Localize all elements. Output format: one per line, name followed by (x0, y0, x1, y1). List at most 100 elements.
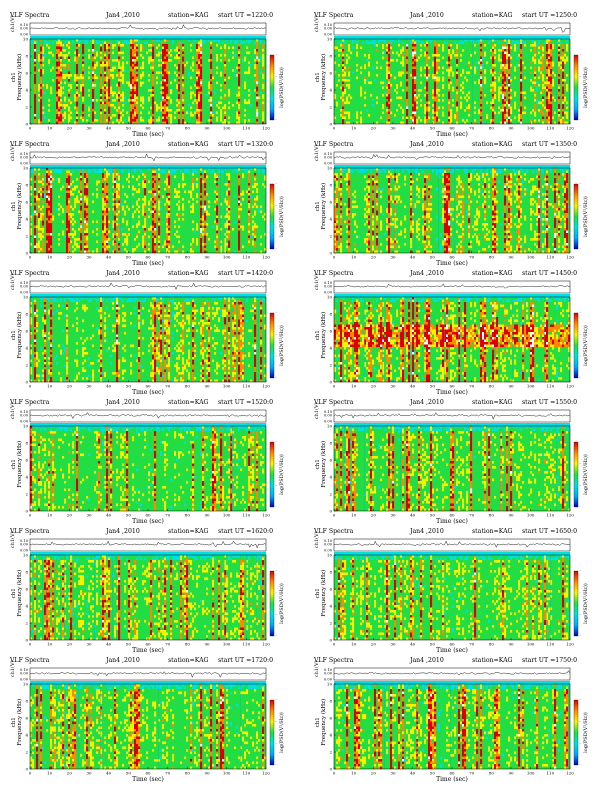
x-tick-label: 70 (165, 255, 171, 260)
spectrogram-cells (334, 555, 571, 641)
spectrogram-top-band (334, 423, 570, 427)
y-tick-label: 8 (329, 698, 332, 703)
y-tick-label: 6 (329, 586, 332, 591)
x-tick-label: 60 (449, 771, 455, 776)
x-tick-label: 10 (47, 255, 53, 260)
x-tick-label: 90 (508, 771, 514, 776)
trace-tick-label: 0.00 (20, 414, 29, 418)
x-tick-label: 110 (243, 513, 251, 518)
panel-station: station=KAG (472, 399, 513, 406)
x-tick-label: 0 (29, 255, 32, 260)
colorbar-tick-label: - (580, 698, 582, 702)
y-tick-label: 6 (25, 328, 28, 333)
x-tick-label: 30 (390, 771, 396, 776)
panel-title-text: VLF Spectra (10, 657, 50, 664)
x-tick-label: 30 (86, 771, 92, 776)
trace-ylabel: ch1(V) (313, 273, 320, 290)
trace-line (333, 412, 571, 420)
trace-ylabel: ch1(V) (313, 144, 320, 161)
x-tick-label: 70 (165, 126, 171, 131)
colorbar-tick-label: - (276, 569, 278, 573)
colorbar-tick-label: - (276, 182, 278, 186)
colorbar-tick-label: - (276, 204, 278, 208)
spectrogram-top-band (334, 36, 570, 40)
panel-start-time: start UT =1720:0 (218, 657, 274, 664)
trace-line (29, 412, 267, 420)
x-tick-label: 80 (489, 126, 495, 131)
x-tick-label: 80 (489, 771, 495, 776)
y-tick-label: 10 (23, 36, 29, 41)
spectrogram-top-band (30, 681, 266, 685)
y-tick-label: 6 (25, 70, 28, 75)
y-tick-label: 10 (23, 552, 29, 557)
x-axis-label: Time (sec) (132, 389, 164, 396)
x-tick-label: 120 (566, 126, 574, 131)
colorbar-tick-label: - (580, 462, 582, 466)
colorbar-label: log(PSD(V²/Hz)) (582, 454, 589, 495)
trace-tick-label: 0.00 (324, 162, 333, 166)
spectrogram-top-band (334, 681, 570, 685)
spectrogram-top-band (334, 165, 570, 169)
x-tick-label: 0 (333, 255, 336, 260)
x-tick-label: 0 (333, 771, 336, 776)
panel-date: Jan4 ,2010 (410, 528, 444, 535)
trace-tick-label: 0.00 (324, 672, 333, 676)
x-tick-label: 10 (47, 642, 53, 647)
colorbar-tick-label: - (276, 613, 278, 617)
x-tick-label: 40 (410, 513, 416, 518)
y-tick-label: 4 (25, 474, 28, 479)
panel-title: VLF Spectra Jan4 ,2010 station=KAG start UT… (312, 270, 592, 279)
x-tick-label: 120 (262, 771, 270, 776)
x-tick-label: 100 (527, 126, 535, 131)
panel-start-time: start UT =1450:0 (522, 270, 578, 277)
trace-tick-label: 0.10 (20, 668, 29, 672)
x-tick-label: 40 (106, 384, 112, 389)
y-tick-label: 4 (25, 87, 28, 92)
y-tick-label: 0 (25, 508, 28, 513)
spectrogram-cells (334, 684, 571, 770)
colorbar-label: log(PSD(V²/Hz)) (582, 325, 589, 366)
trace-tick-label: 0.00 (20, 285, 29, 289)
trace-tick-label: 0.00 (20, 672, 29, 676)
x-tick-label: 20 (67, 384, 73, 389)
x-tick-label: 50 (126, 255, 132, 260)
colorbar-tick-label: - (580, 742, 582, 746)
x-tick-label: 70 (469, 642, 475, 647)
y-tick-label: 8 (329, 53, 332, 58)
y-tick-label: 2 (25, 104, 28, 109)
panel-title-text: VLF Spectra (314, 657, 354, 664)
colorbar-tick-label: - (276, 440, 278, 444)
y-axis-label-ch: ch1 (11, 459, 17, 469)
trace-ylabel: ch1(V) (9, 144, 16, 161)
spectrogram-panel: VLF Spectra Jan4 ,2010 station=KAG start UT… (312, 399, 592, 525)
trace-tick-label: 0.00 (324, 414, 333, 418)
y-tick-label: 2 (25, 233, 28, 238)
x-tick-label: 50 (126, 513, 132, 518)
x-tick-label: 20 (371, 384, 377, 389)
x-tick-label: 70 (469, 126, 475, 131)
colorbar-label: log(PSD(V²/Hz)) (582, 712, 589, 753)
y-axis-label-ch: ch1 (11, 717, 17, 727)
x-tick-label: 100 (527, 255, 535, 260)
x-tick-label: 60 (145, 384, 151, 389)
spectrogram-cells (334, 297, 571, 383)
spectrogram-panel: VLF Spectra Jan4 ,2010 station=KAG start UT… (312, 141, 592, 267)
y-tick-label: 6 (25, 457, 28, 462)
x-tick-label: 30 (390, 384, 396, 389)
x-tick-label: 60 (449, 642, 455, 647)
x-tick-label: 110 (243, 642, 251, 647)
x-axis-label: Time (sec) (132, 518, 164, 525)
panel-station: station=KAG (472, 12, 513, 19)
x-tick-label: 90 (204, 513, 210, 518)
x-tick-label: 120 (566, 255, 574, 260)
trace-tick-label: 0.10 (324, 410, 333, 414)
x-tick-label: 10 (351, 642, 357, 647)
panel-title: VLF Spectra Jan4 ,2010 station=KAG start UT… (8, 12, 288, 21)
trace-tick-label: 0.00 (324, 543, 333, 547)
x-tick-label: 90 (508, 126, 514, 131)
x-tick-label: 20 (67, 126, 73, 131)
spectrogram-panel: VLF Spectra Jan4 ,2010 station=KAG start UT… (8, 12, 288, 138)
x-tick-label: 30 (86, 513, 92, 518)
panel-title-text: VLF Spectra (10, 528, 50, 535)
